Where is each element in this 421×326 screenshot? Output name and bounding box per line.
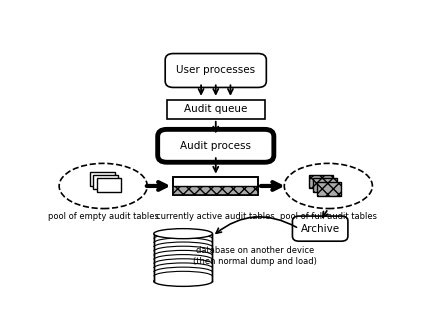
Bar (167, 100, 265, 119)
Text: pool of full audit tables: pool of full audit tables (280, 212, 377, 221)
Bar (154, 234, 213, 281)
Bar (309, 175, 333, 188)
Bar (90, 172, 115, 186)
Bar (313, 178, 337, 192)
Bar (173, 186, 258, 195)
Ellipse shape (59, 163, 147, 209)
Ellipse shape (154, 276, 213, 286)
Bar (317, 182, 341, 196)
FancyBboxPatch shape (158, 129, 274, 162)
Bar (173, 179, 258, 187)
Ellipse shape (284, 163, 373, 209)
Text: Archive: Archive (301, 224, 340, 234)
Text: database on another device
(then normal dump and load): database on another device (then normal … (193, 246, 317, 266)
Text: Audit process: Audit process (180, 141, 251, 151)
Text: currently active audit tables: currently active audit tables (156, 212, 275, 221)
Ellipse shape (154, 229, 213, 239)
Text: User processes: User processes (176, 66, 255, 76)
Text: Audit queue: Audit queue (184, 104, 248, 114)
Bar (173, 177, 258, 195)
FancyBboxPatch shape (293, 216, 348, 241)
Bar (93, 175, 118, 189)
Bar (173, 177, 258, 195)
Bar (97, 178, 121, 192)
FancyBboxPatch shape (165, 53, 266, 87)
Text: pool of empty audit tables: pool of empty audit tables (48, 212, 159, 221)
